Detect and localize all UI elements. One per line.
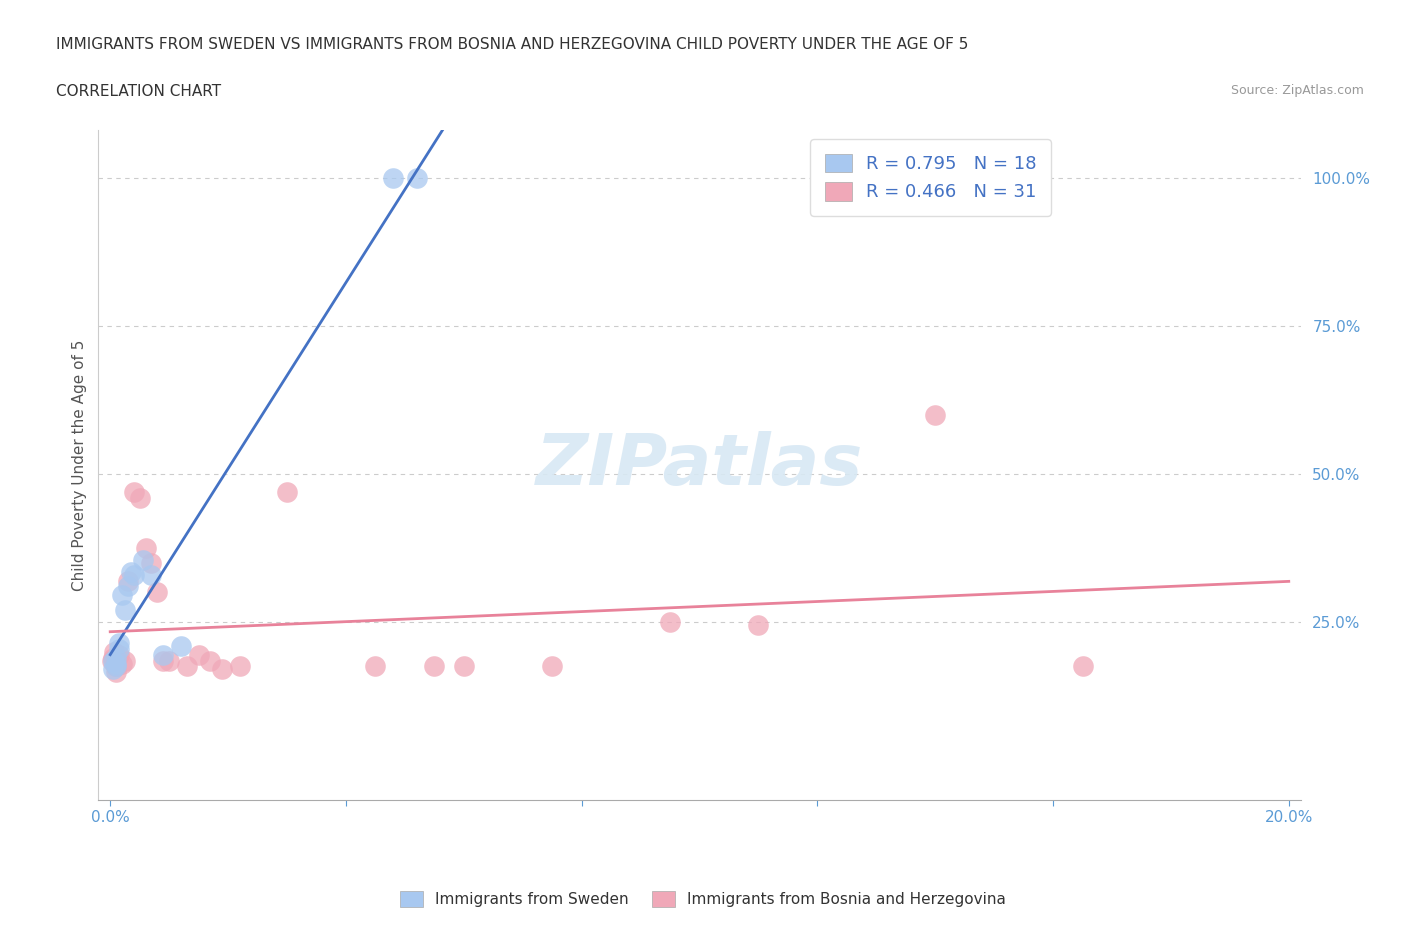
- Point: [146, 585, 169, 600]
- Point: [152, 647, 174, 662]
- Point: [117, 579, 139, 594]
- Point: [105, 650, 128, 665]
- Point: [114, 603, 136, 618]
- Point: [423, 659, 446, 674]
- Point: [924, 407, 946, 422]
- Point: [105, 659, 128, 674]
- Point: [101, 653, 124, 668]
- Point: [176, 659, 198, 674]
- Point: [122, 485, 145, 499]
- Point: [103, 644, 125, 659]
- Point: [111, 588, 134, 603]
- Point: [453, 659, 475, 674]
- Point: [108, 647, 131, 662]
- Legend: Immigrants from Sweden, Immigrants from Bosnia and Herzegovina: Immigrants from Sweden, Immigrants from …: [394, 884, 1012, 913]
- Text: CORRELATION CHART: CORRELATION CHART: [56, 84, 221, 99]
- Point: [120, 565, 142, 579]
- Point: [364, 659, 387, 674]
- Point: [111, 656, 134, 671]
- Point: [211, 662, 233, 677]
- Point: [117, 573, 139, 588]
- Point: [187, 647, 209, 662]
- Point: [105, 656, 128, 671]
- Point: [276, 485, 298, 499]
- Point: [1071, 659, 1094, 674]
- Point: [101, 650, 124, 665]
- Point: [101, 662, 124, 677]
- Point: [108, 642, 131, 657]
- Legend: R = 0.795   N = 18, R = 0.466   N = 31: R = 0.795 N = 18, R = 0.466 N = 31: [810, 140, 1052, 216]
- Point: [229, 659, 252, 674]
- Point: [541, 659, 564, 674]
- Point: [200, 653, 222, 668]
- Point: [405, 170, 427, 185]
- Text: IMMIGRANTS FROM SWEDEN VS IMMIGRANTS FROM BOSNIA AND HERZEGOVINA CHILD POVERTY U: IMMIGRANTS FROM SWEDEN VS IMMIGRANTS FRO…: [56, 37, 969, 52]
- Y-axis label: Child Poverty Under the Age of 5: Child Poverty Under the Age of 5: [72, 339, 87, 591]
- Point: [157, 653, 180, 668]
- Point: [659, 615, 682, 630]
- Point: [131, 552, 153, 567]
- Point: [105, 659, 128, 674]
- Point: [114, 653, 136, 668]
- Point: [128, 490, 150, 505]
- Point: [141, 567, 163, 582]
- Text: ZIPatlas: ZIPatlas: [536, 431, 863, 499]
- Point: [141, 555, 163, 570]
- Point: [382, 170, 405, 185]
- Point: [101, 653, 124, 668]
- Point: [135, 540, 157, 555]
- Point: [747, 618, 769, 632]
- Point: [105, 659, 128, 674]
- Point: [170, 638, 193, 653]
- Point: [152, 653, 174, 668]
- Text: Source: ZipAtlas.com: Source: ZipAtlas.com: [1230, 84, 1364, 97]
- Point: [122, 567, 145, 582]
- Point: [105, 665, 128, 680]
- Point: [108, 635, 131, 650]
